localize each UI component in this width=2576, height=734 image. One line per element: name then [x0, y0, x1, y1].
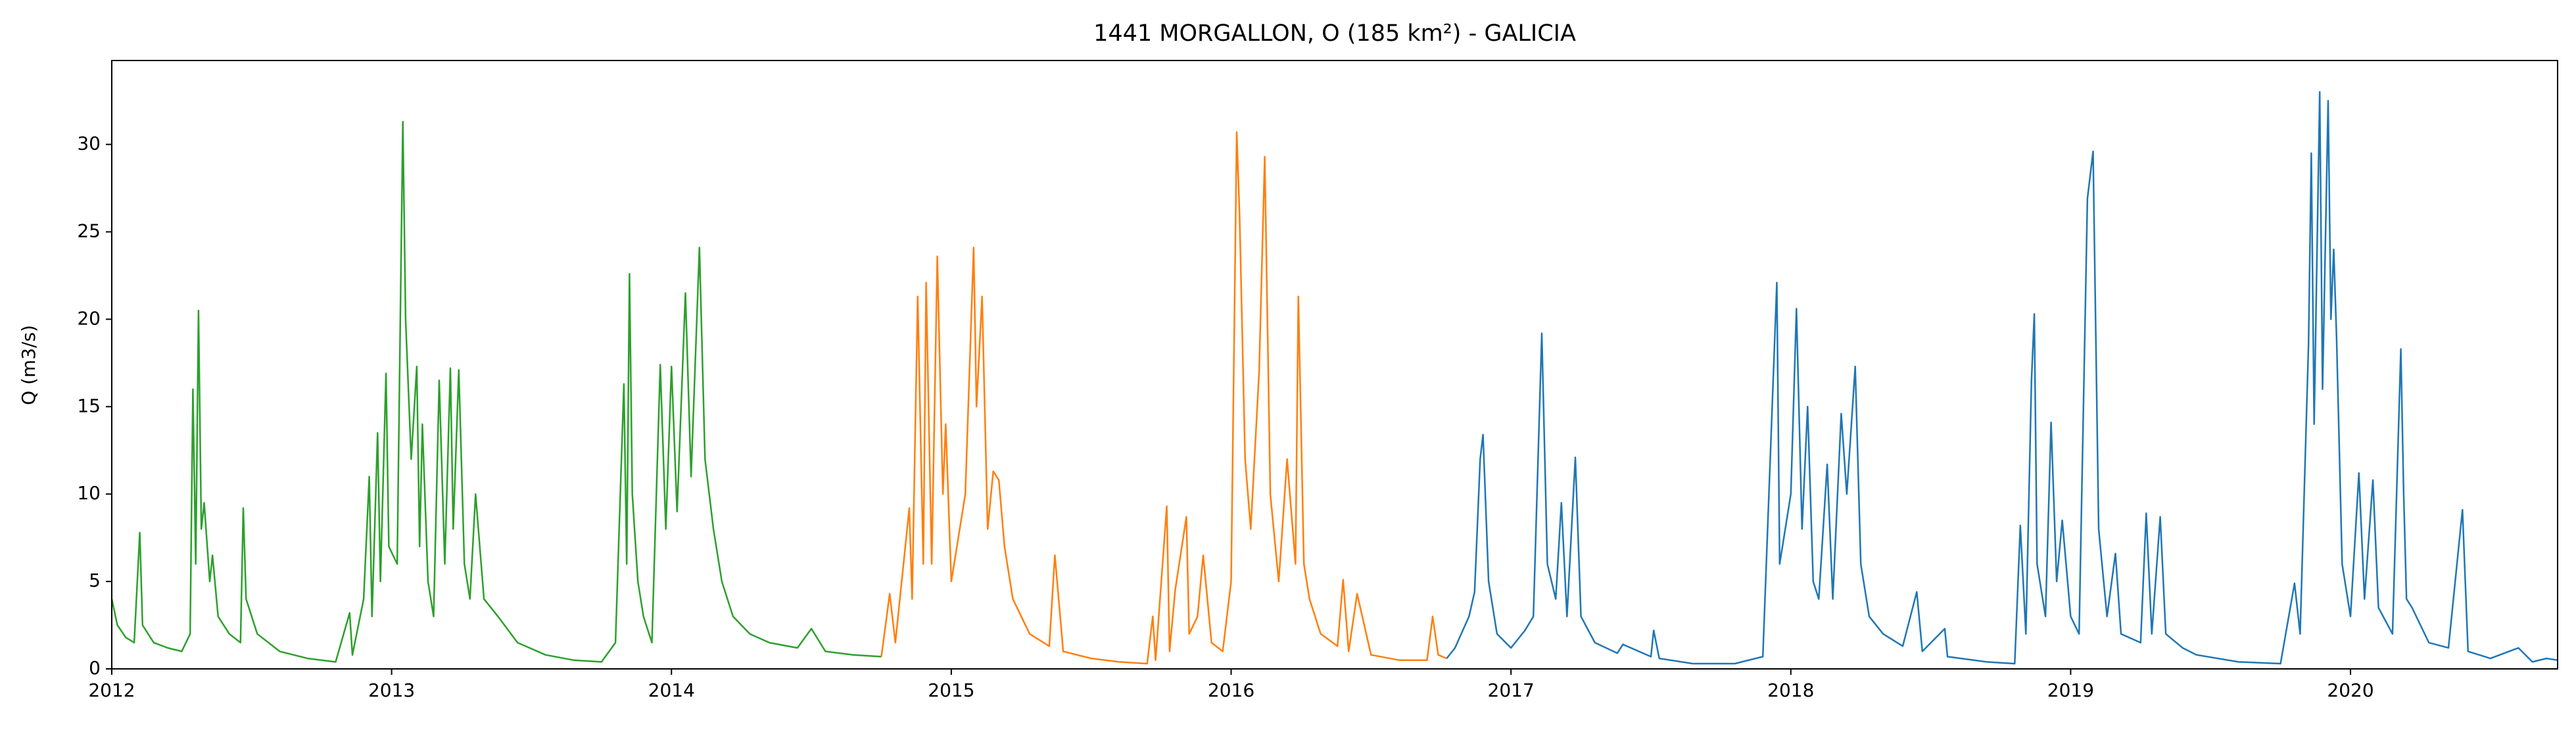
- x-tick-label: 2020: [2327, 679, 2373, 701]
- chart-title: 1441 MORGALLON, O (185 km²) - GALICIA: [1093, 20, 1576, 47]
- x-tick-label: 2013: [368, 679, 415, 701]
- y-tick-label: 25: [77, 220, 101, 241]
- x-tick-label: 2018: [1767, 679, 1814, 701]
- y-axis-label: Q (m3/s): [18, 325, 39, 405]
- x-tick-label: 2015: [928, 679, 974, 701]
- series-line: [110, 120, 882, 663]
- x-tick-label: 2019: [2047, 679, 2094, 701]
- y-tick-label: 5: [89, 570, 101, 591]
- plot-frame: [111, 60, 2558, 670]
- x-tick-label: 2016: [1208, 679, 1254, 701]
- y-tick-label: 0: [89, 657, 101, 679]
- x-tick-label: 2012: [88, 679, 135, 701]
- series-line: [880, 131, 1447, 665]
- y-tick-label: 15: [77, 395, 101, 416]
- y-tick-label: 20: [77, 307, 101, 329]
- x-tick-label: 2017: [1488, 679, 1535, 701]
- x-tick-label: 2014: [648, 679, 695, 701]
- series-line: [1446, 91, 2558, 665]
- y-tick-label: 10: [77, 482, 101, 504]
- y-tick-label: 30: [77, 133, 101, 155]
